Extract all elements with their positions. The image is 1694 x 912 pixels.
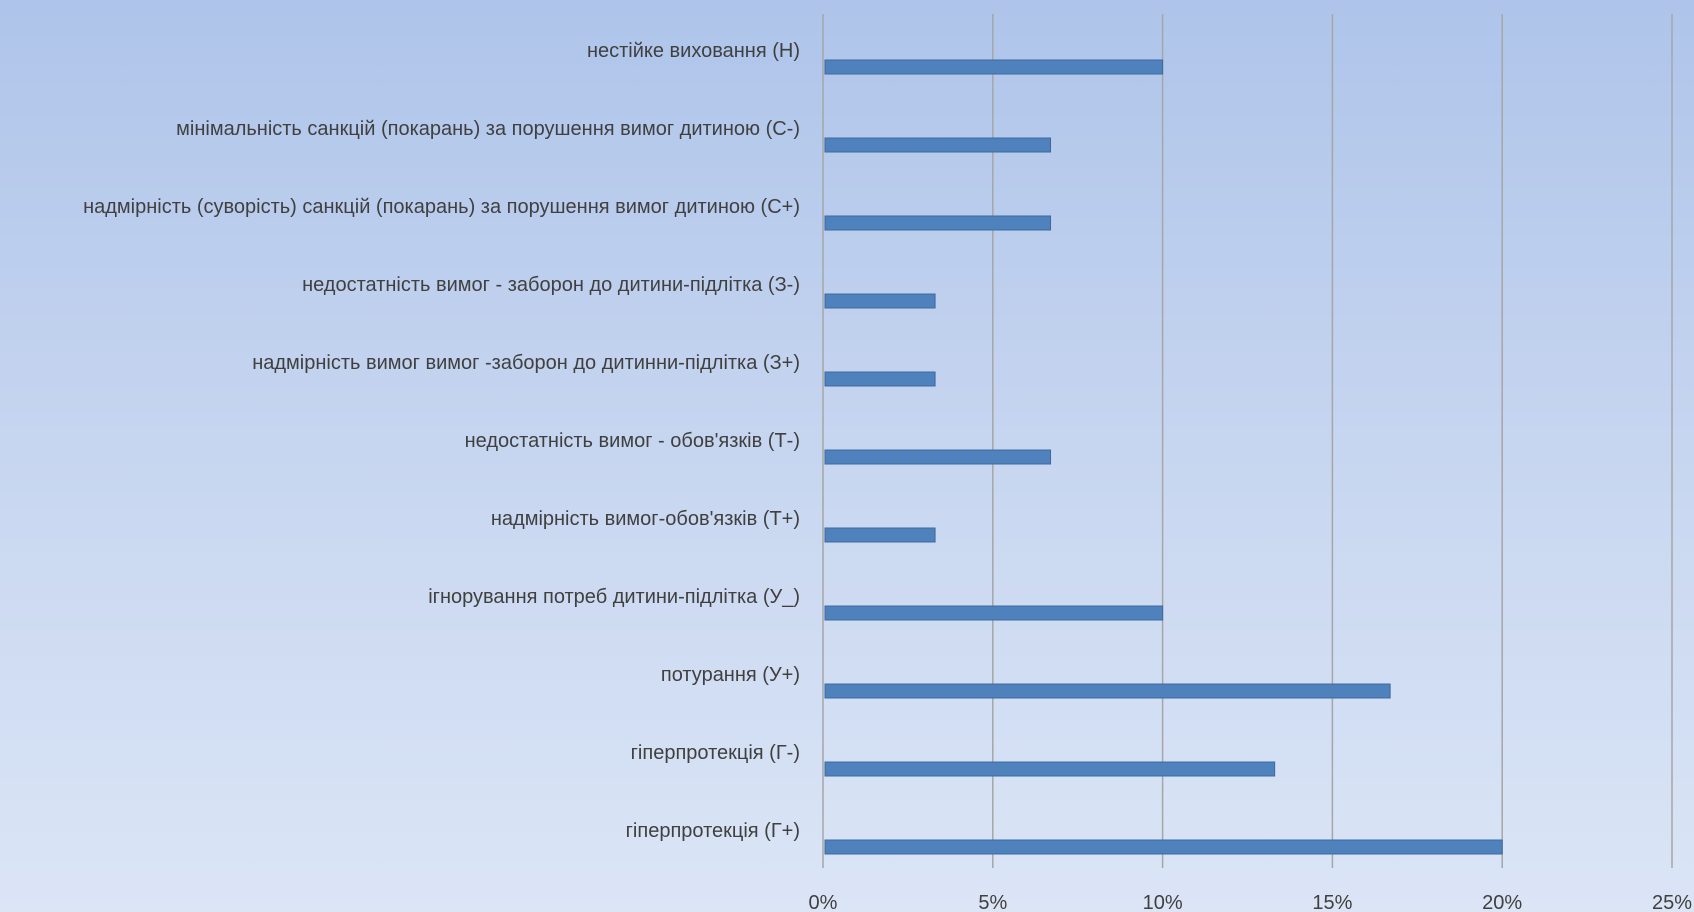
bar <box>824 449 1052 465</box>
category-labels: нестійке виховання (Н) мінімальність санк… <box>83 40 800 842</box>
category-label: гіперпротекція (Г-) <box>631 742 800 764</box>
category-label: потурання (У+) <box>661 664 800 686</box>
category-label: нестійке виховання (Н) <box>587 40 800 62</box>
gridlines <box>822 14 1673 868</box>
bars <box>824 59 1503 855</box>
bar <box>824 605 1164 621</box>
bar <box>824 371 936 387</box>
category-label: недостатність вимог - заборон до дитини-… <box>302 274 800 296</box>
bar <box>824 137 1052 153</box>
bar <box>824 683 1391 699</box>
bar <box>824 761 1276 777</box>
category-label: надмірність вимог-обов'язків (Т+) <box>491 508 800 530</box>
x-tick-label: 15% <box>1312 892 1352 912</box>
x-tick-label: 25% <box>1652 892 1692 912</box>
x-tick-label: 0% <box>809 892 838 912</box>
category-label: недостатність вимог - обов'язків (Т-) <box>465 430 800 452</box>
bar <box>824 59 1164 75</box>
bar <box>824 527 936 543</box>
bar <box>824 293 936 309</box>
category-label: надмірність вимог вимог -заборон до дити… <box>252 352 800 374</box>
bar <box>824 215 1052 231</box>
x-tick-label: 10% <box>1143 892 1183 912</box>
bar <box>824 839 1503 855</box>
category-label: мінімальність санкцій (покарань) за пору… <box>176 118 800 140</box>
x-tick-label: 20% <box>1482 892 1522 912</box>
category-label: надмірність (суворість) санкцій (покаран… <box>83 196 800 218</box>
category-label: гіперпротекція (Г+) <box>626 820 800 842</box>
x-axis-tick-labels: 0% 5% 10% 15% 20% 25% <box>809 892 1693 912</box>
x-tick-label: 5% <box>978 892 1007 912</box>
category-label: ігнорування потреб дитини-підлітка (У_) <box>428 586 800 608</box>
